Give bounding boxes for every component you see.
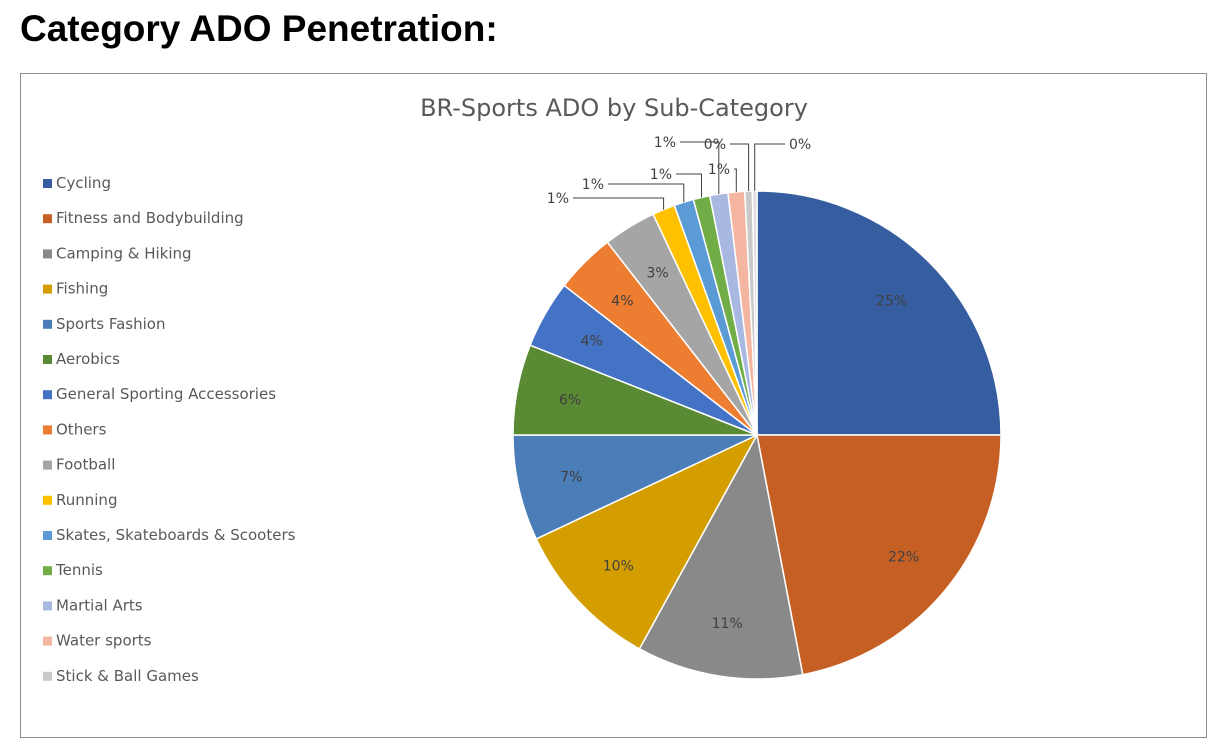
pie-slice-unnamed-15: [751, 190, 758, 436]
data-label-water-sports: 1%: [708, 162, 730, 178]
data-label-stick-ball-games: 0%: [704, 137, 726, 153]
legend-label-martial-arts: Martial Arts: [56, 596, 143, 614]
chart-title: BR-Sports ADO by Sub-Category: [420, 94, 808, 122]
legend-swatch-skates-skateboards-scooters: [43, 531, 52, 540]
pie-chart: BR-Sports ADO by Sub-Category Cycling Fit…: [43, 94, 1002, 685]
legend: Cycling Fitness and Bodybuilding Camping &…: [43, 174, 296, 685]
pie-slices: [512, 190, 1002, 680]
legend-swatch-aerobics: [43, 355, 52, 364]
data-label-aerobics: 6%: [559, 392, 581, 408]
legend-swatch-general-sporting-accessories: [43, 390, 52, 400]
legend-swatch-martial-arts: [43, 601, 52, 611]
legend-swatch-fitness-and-bodybuilding: [43, 214, 52, 224]
legend-label-skates-skateboards-scooters: Skates, Skateboards & Scooters: [56, 526, 296, 544]
pie-slice-camping-hiking: [638, 432, 804, 680]
legend-label-sports-fashion: Sports Fashion: [56, 315, 165, 333]
leader-line-martial-arts: [680, 141, 720, 194]
page-title: Category ADO Penetration:: [20, 8, 498, 49]
leader-line-unnamed-15: [754, 143, 785, 191]
leader-line-running: [573, 197, 665, 210]
data-label-fishing: 10%: [603, 558, 634, 574]
leader-line-water-sports: [734, 168, 737, 192]
legend-swatch-cycling: [43, 179, 52, 188]
legend-label-camping-hiking: Camping & Hiking: [56, 244, 192, 262]
legend-swatch-fishing: [43, 284, 52, 294]
leader-line-skates-skateboards-scooters: [608, 183, 685, 203]
data-label-football: 3%: [646, 266, 668, 282]
legend-swatch-water-sports: [43, 636, 52, 646]
legend-swatch-running: [43, 495, 52, 505]
legend-label-fishing: Fishing: [56, 280, 108, 298]
data-label-martial-arts: 1%: [654, 135, 676, 151]
leader-lines: [573, 141, 785, 210]
leader-line-stick-ball-games: [730, 143, 750, 192]
legend-label-cycling: Cycling: [56, 174, 111, 192]
legend-swatch-tennis: [43, 566, 52, 576]
data-label-general-sporting-accessories: 4%: [581, 334, 603, 350]
pie-slice-cycling: [756, 190, 1002, 436]
data-label-others: 4%: [611, 293, 633, 309]
data-label-camping-hiking: 11%: [712, 616, 743, 632]
legend-label-others: Others: [56, 420, 107, 438]
chart-frame: BR-Sports ADO by Sub-Category Cycling Fit…: [20, 73, 1207, 738]
legend-swatch-others: [43, 425, 52, 435]
leader-line-tennis: [676, 173, 702, 198]
legend-label-aerobics: Aerobics: [56, 350, 120, 368]
legend-label-stick-ball-games: Stick & Ball Games: [56, 667, 199, 685]
data-label-fitness-and-bodybuilding: 22%: [888, 549, 919, 565]
data-label-sports-fashion: 7%: [560, 470, 582, 486]
data-label-cycling: 25%: [876, 293, 907, 309]
data-labels: 25% 22% 11% 10% 7% 6% 4% 4% 3% 1% 1% 1% 1% 1% 0% 0%: [547, 135, 919, 632]
pie-slice-fishing: [535, 433, 759, 650]
data-label-tennis: 1%: [650, 167, 672, 183]
legend-label-general-sporting-accessories: General Sporting Accessories: [56, 385, 276, 403]
legend-swatch-football: [43, 460, 52, 470]
data-label-running: 1%: [547, 191, 569, 207]
legend-swatch-stick-ball-games: [43, 671, 52, 681]
legend-label-football: Football: [56, 456, 115, 474]
legend-label-fitness-and-bodybuilding: Fitness and Bodybuilding: [56, 209, 244, 227]
pie-slice-fitness-and-bodybuilding: [756, 434, 1002, 676]
legend-label-water-sports: Water sports: [56, 632, 152, 650]
legend-label-tennis: Tennis: [55, 561, 103, 579]
data-label-skates-skateboards-scooters: 1%: [582, 177, 604, 193]
data-label-unnamed-15: 0%: [789, 137, 811, 153]
legend-label-running: Running: [56, 491, 117, 509]
legend-swatch-camping-hiking: [43, 249, 52, 259]
pie-slice-sports-fashion: [512, 434, 758, 540]
legend-swatch-sports-fashion: [43, 319, 52, 329]
